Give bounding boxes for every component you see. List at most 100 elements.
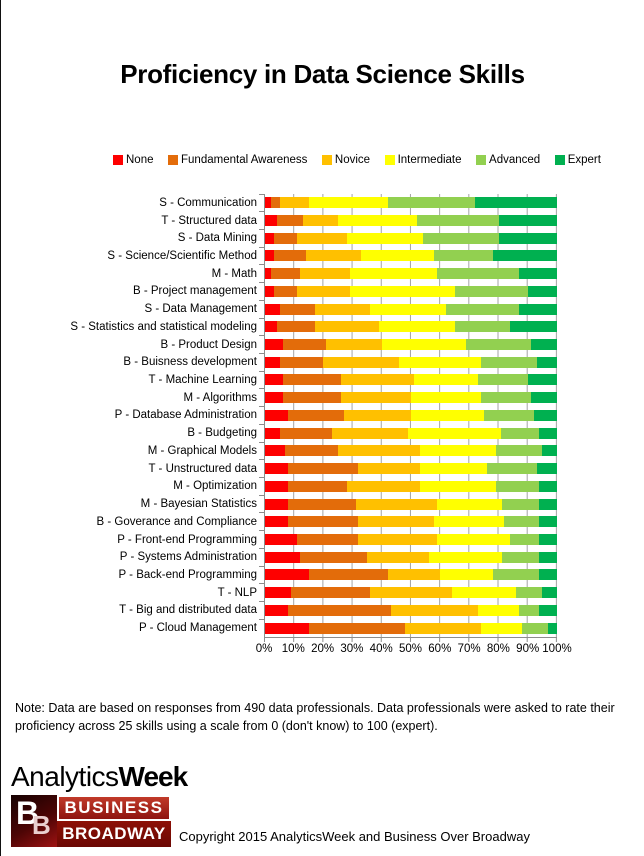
bar-segment-novice: [355, 498, 438, 510]
stacked-bar: [265, 551, 557, 563]
category-label: M - Bayesian Statistics: [140, 498, 257, 511]
bar-segment-intermediate: [478, 604, 520, 616]
category-label: P - Systems Administration: [119, 551, 257, 564]
stacked-bar: [265, 516, 557, 528]
chart-legend: None Fundamental Awareness Novice Intermedi…: [113, 154, 601, 166]
category-label: S - Communication: [159, 196, 257, 209]
bar-segment-advanced: [501, 498, 540, 510]
bar-segment-intermediate: [399, 356, 482, 368]
bar-segment-novice: [387, 569, 441, 581]
bar-segment-novice: [323, 356, 400, 368]
legend-swatch-fundamental-awareness: [168, 155, 179, 165]
category-label: M - Math: [211, 267, 257, 280]
bar-segment-advanced: [416, 215, 499, 227]
bar-segment-intermediate: [413, 374, 479, 386]
bar-segment-advanced: [501, 427, 540, 439]
chart-row: T - Big and distributed data: [13, 601, 557, 620]
legend-item-none: None: [113, 154, 154, 166]
chart-row: S - Data Management: [13, 299, 557, 319]
bar-segment-fundamental-awareness: [308, 622, 406, 634]
category-label: P - Cloud Management: [138, 622, 257, 635]
chart-row: M - Graphical Models: [13, 441, 557, 460]
stacked-bar: [265, 427, 557, 439]
bar-segment-novice: [326, 339, 382, 351]
bar-segment-none: [265, 215, 277, 227]
bar-segment-expert: [533, 409, 557, 421]
category-label: B - Project management: [132, 285, 257, 298]
x-tick-label: 70%: [457, 642, 481, 655]
bar-segment-none: [265, 303, 280, 315]
bar-segment-none: [265, 285, 274, 297]
stacked-bar: [265, 250, 557, 262]
bar-segment-fundamental-awareness: [288, 480, 347, 492]
bar-segment-expert: [518, 268, 557, 280]
chart-row: T - Machine Learning: [13, 370, 557, 389]
bar-segment-expert: [492, 250, 557, 262]
bar-segment-novice: [305, 250, 362, 262]
analyticsweek-logo-text: Analytics: [11, 760, 119, 792]
x-axis-ticks: [264, 637, 557, 642]
stacked-bar: [265, 445, 557, 457]
bar-segment-expert: [548, 622, 557, 634]
bar-segment-advanced: [422, 232, 499, 244]
bar-track: [259, 370, 557, 389]
bar-segment-advanced: [466, 339, 531, 351]
category-label: P - Database Administration: [114, 409, 257, 422]
bar-segment-advanced: [501, 551, 540, 563]
bar-segment-novice: [346, 480, 420, 492]
bar-segment-intermediate: [437, 498, 502, 510]
bar-segment-none: [265, 587, 292, 599]
business-broadway-logo: B B BUSINESS BROADWAY: [11, 794, 171, 847]
bar-segment-fundamental-awareness: [270, 268, 301, 280]
bar-segment-none: [265, 463, 289, 475]
category-label: T - Unstructured data: [148, 462, 257, 475]
bar-segment-expert: [539, 498, 557, 510]
category-label: B - Product Design: [160, 338, 257, 351]
stacked-bar: [265, 622, 557, 634]
bar-segment-none: [265, 516, 289, 528]
bar-segment-intermediate: [428, 551, 502, 563]
bar-track: [259, 388, 557, 407]
bar-segment-intermediate: [337, 215, 417, 227]
bar-segment-fundamental-awareness: [288, 498, 356, 510]
bb-monogram: B B: [11, 794, 57, 847]
bar-segment-fundamental-awareness: [276, 215, 303, 227]
x-tick-label: 30%: [340, 642, 364, 655]
bar-segment-advanced: [434, 250, 493, 262]
stacked-bar: [265, 285, 557, 297]
stacked-bar: [265, 356, 557, 368]
bar-track: [259, 530, 557, 549]
bar-segment-advanced: [437, 268, 519, 280]
analyticsweek-logo: AnalyticsWeek: [11, 760, 644, 792]
stacked-bar-chart: S - Communication T - Structured data S - …: [13, 193, 572, 657]
chart-row: P - Database Administration: [13, 406, 557, 425]
bar-segment-intermediate: [408, 427, 502, 439]
bar-segment-expert: [539, 480, 557, 492]
bar-segment-intermediate: [434, 516, 505, 528]
category-label: S - Data Management: [144, 303, 257, 316]
bar-segment-none: [265, 232, 274, 244]
bar-segment-none: [265, 480, 289, 492]
analyticsweek-logo-text-bold: Week: [118, 760, 189, 792]
bar-segment-fundamental-awareness: [273, 250, 306, 262]
legend-label: Novice: [334, 154, 371, 166]
bar-track: [259, 211, 557, 230]
bar-segment-expert: [542, 445, 557, 457]
stacked-bar: [265, 463, 557, 475]
bar-segment-none: [265, 622, 309, 634]
bar-segment-fundamental-awareness: [279, 427, 333, 439]
legend-label: Expert: [567, 154, 601, 166]
bar-segment-fundamental-awareness: [282, 339, 327, 351]
bar-segment-expert: [510, 321, 557, 333]
bar-segment-novice: [297, 232, 347, 244]
category-label: M - Graphical Models: [147, 444, 257, 457]
stacked-bar: [265, 303, 557, 315]
bar-segment-expert: [498, 232, 557, 244]
bar-segment-intermediate: [437, 533, 511, 545]
bar-segment-intermediate: [451, 587, 517, 599]
stacked-bar: [265, 339, 557, 351]
legend-label: Intermediate: [397, 154, 462, 166]
bar-segment-none: [265, 409, 289, 421]
legend-swatch-novice: [321, 155, 332, 165]
stacked-bar: [265, 268, 557, 280]
